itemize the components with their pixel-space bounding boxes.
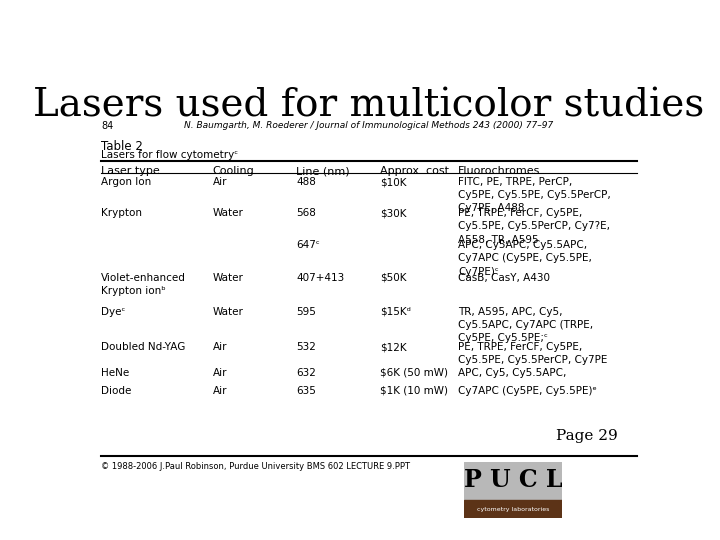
Text: Laser type: Laser type bbox=[101, 166, 160, 176]
Text: Lasers for flow cytometryᶜ: Lasers for flow cytometryᶜ bbox=[101, 150, 238, 160]
Text: Water: Water bbox=[213, 273, 243, 283]
Text: PE, TRPE, FerCF, Cy5PE,
Cy5.5PE, Cy5.5PerCP, Cy7PE: PE, TRPE, FerCF, Cy5PE, Cy5.5PE, Cy5.5Pe… bbox=[459, 342, 608, 366]
Text: Water: Water bbox=[213, 307, 243, 317]
Text: TR, A595, APC, Cy5,
Cy5.5APC, Cy7APC (TRPE,
Cy5PE, Cy5.5PE;ᶜ: TR, A595, APC, Cy5, Cy5.5APC, Cy7APC (TR… bbox=[459, 307, 593, 343]
Text: Page 29: Page 29 bbox=[556, 429, 617, 443]
Text: Dyeᶜ: Dyeᶜ bbox=[101, 307, 125, 317]
Text: Fluorochromes: Fluorochromes bbox=[459, 166, 541, 176]
Text: N. Baumgarth, M. Roederer / Journal of Immunological Methods 243 (2000) 77–97: N. Baumgarth, M. Roederer / Journal of I… bbox=[184, 121, 554, 130]
Text: 632: 632 bbox=[297, 368, 316, 377]
Text: Cooling: Cooling bbox=[213, 166, 254, 176]
Text: Doubled Nd-YAG: Doubled Nd-YAG bbox=[101, 342, 186, 352]
Text: CasB, CasY, A430: CasB, CasY, A430 bbox=[459, 273, 550, 283]
Text: cytometry laboratories: cytometry laboratories bbox=[477, 507, 549, 512]
Text: Air: Air bbox=[213, 342, 228, 352]
Text: $1K (10 mW): $1K (10 mW) bbox=[380, 386, 448, 396]
Text: Lasers used for multicolor studies: Lasers used for multicolor studies bbox=[33, 87, 705, 125]
Text: Air: Air bbox=[213, 386, 228, 396]
Bar bbox=[464, 462, 562, 500]
Text: Krypton: Krypton bbox=[101, 208, 142, 218]
Text: Line (nm): Line (nm) bbox=[297, 166, 350, 176]
Text: 488: 488 bbox=[297, 177, 316, 187]
Text: 595: 595 bbox=[297, 307, 316, 317]
Text: $6K (50 mW): $6K (50 mW) bbox=[380, 368, 448, 377]
Text: Cy7APC (Cy5PE, Cy5.5PE)ᵉ: Cy7APC (Cy5PE, Cy5.5PE)ᵉ bbox=[459, 386, 597, 396]
Text: $10K: $10K bbox=[380, 177, 407, 187]
Text: 407+413: 407+413 bbox=[297, 273, 345, 283]
Text: Violet-enhanced
Krypton ionᵇ: Violet-enhanced Krypton ionᵇ bbox=[101, 273, 186, 296]
Bar bbox=[464, 500, 562, 518]
Text: $12K: $12K bbox=[380, 342, 407, 352]
Text: Air: Air bbox=[213, 177, 228, 187]
Text: 84: 84 bbox=[101, 121, 114, 131]
Text: HeNe: HeNe bbox=[101, 368, 130, 377]
Text: P U C L: P U C L bbox=[464, 468, 562, 492]
Text: APC, Cy5APC, Cy5.5APC,
Cy7APC (Cy5PE, Cy5.5PE,
Cy7PE)ᶜ: APC, Cy5APC, Cy5.5APC, Cy7APC (Cy5PE, Cy… bbox=[459, 240, 592, 276]
Text: Argon Ion: Argon Ion bbox=[101, 177, 151, 187]
Text: $15Kᵈ: $15Kᵈ bbox=[380, 307, 411, 317]
Text: © 1988-2006 J.Paul Robinson, Purdue University BMS 602 LECTURE 9.PPT: © 1988-2006 J.Paul Robinson, Purdue Univ… bbox=[101, 462, 410, 471]
Text: Diode: Diode bbox=[101, 386, 132, 396]
Text: APC, Cy5, Cy5.5APC,: APC, Cy5, Cy5.5APC, bbox=[459, 368, 567, 377]
Text: $50K: $50K bbox=[380, 273, 407, 283]
Text: 568: 568 bbox=[297, 208, 316, 218]
Text: Table 2: Table 2 bbox=[101, 140, 143, 153]
Text: FITC, PE, TRPE, PerCP,
Cy5PE, Cy5.5PE, Cy5.5PerCP,
Cy7PE, A488: FITC, PE, TRPE, PerCP, Cy5PE, Cy5.5PE, C… bbox=[459, 177, 611, 213]
Text: 647ᶜ: 647ᶜ bbox=[297, 240, 320, 250]
Text: 635: 635 bbox=[297, 386, 316, 396]
Text: Air: Air bbox=[213, 368, 228, 377]
Text: $30K: $30K bbox=[380, 208, 407, 218]
Text: Approx  cost: Approx cost bbox=[380, 166, 449, 176]
Text: PE, TRPE, FerCF, Cy5PE,
Cy5.5PE, Cy5.5PerCP, Cy7?E,
A558, TR, A595: PE, TRPE, FerCF, Cy5PE, Cy5.5PE, Cy5.5Pe… bbox=[459, 208, 611, 245]
Text: 532: 532 bbox=[297, 342, 316, 352]
Text: Water: Water bbox=[213, 208, 243, 218]
